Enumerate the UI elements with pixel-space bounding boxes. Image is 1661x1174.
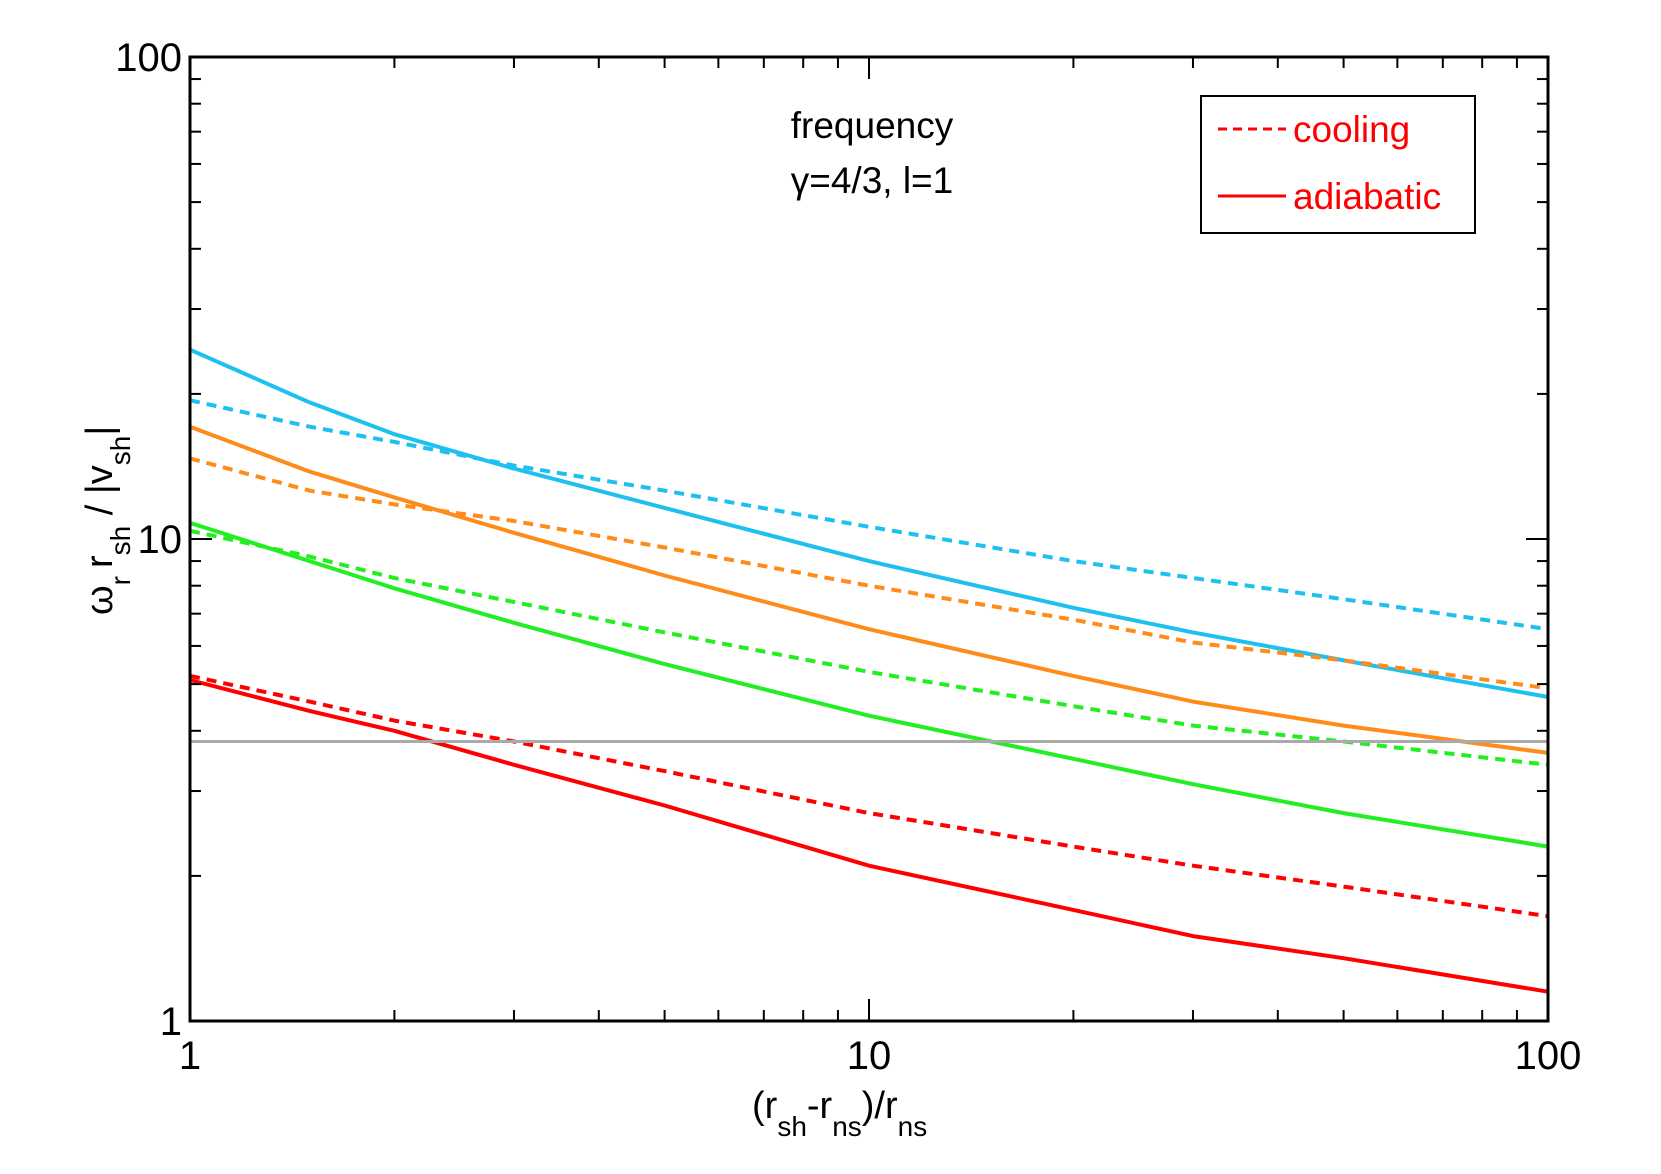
series-line-5	[189, 528, 1549, 767]
series-line-3	[189, 456, 1549, 691]
y-label-part: / |v	[79, 465, 121, 526]
x-label-part: ns	[832, 1111, 862, 1142]
series-line-0	[189, 347, 1549, 699]
y-tick-label: 100	[115, 36, 182, 80]
x-label-part: )/r	[862, 1085, 898, 1127]
legend-label-cooling: cooling	[1293, 109, 1410, 150]
y-label-part: r	[79, 555, 121, 568]
legend-box	[1200, 95, 1476, 234]
legend: cooling adiabatic	[1200, 95, 1476, 234]
y-label-part: sh	[105, 526, 136, 556]
x-axis-label: (rsh-rns)/rns	[752, 1085, 927, 1142]
legend-label-adiabatic: adiabatic	[1293, 176, 1441, 217]
series-line-7	[189, 673, 1549, 919]
x-tick-label: 10	[847, 1034, 892, 1078]
axes-layer: 1 10 100 1 10 100	[115, 36, 1581, 1078]
series-layer	[189, 347, 1549, 994]
series-line-6	[189, 678, 1549, 994]
series-line-2	[189, 424, 1549, 755]
x-tick-label: 100	[1515, 1034, 1582, 1078]
y-label-part: sh	[105, 436, 136, 466]
annotation-parameters: γ=4/3, l=1	[791, 160, 954, 201]
series-line-1	[189, 398, 1549, 632]
y-axis-label: ωrrsh / |vsh|	[79, 426, 136, 615]
y-label-part: r	[105, 576, 136, 585]
x-label-part: -r	[807, 1085, 833, 1127]
y-tick-label: 1	[160, 1000, 182, 1044]
y-tick-label: 10	[138, 518, 183, 562]
x-label-part: sh	[777, 1111, 807, 1142]
y-label-part: ω	[79, 585, 121, 615]
y-label-part: |	[79, 426, 121, 436]
series-line-4	[189, 520, 1549, 849]
x-tick-label: 1	[179, 1034, 201, 1078]
x-label-part: (r	[752, 1085, 778, 1127]
annotation-frequency: frequency	[791, 105, 954, 146]
x-label-part: ns	[898, 1111, 928, 1142]
